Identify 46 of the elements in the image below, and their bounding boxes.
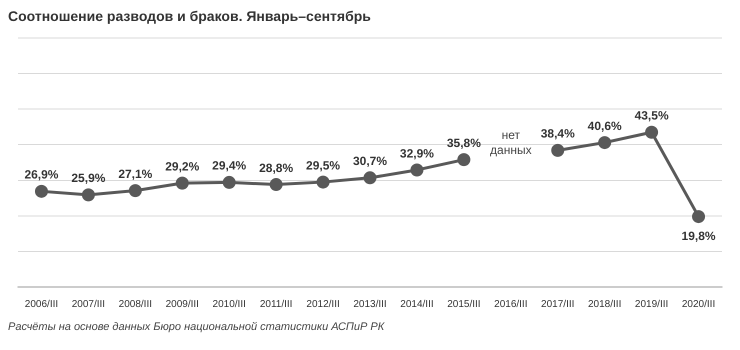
data-label: 40,6% xyxy=(588,118,622,133)
annotation: нет данных xyxy=(490,128,532,157)
point xyxy=(598,136,612,150)
data-label: 35,8% xyxy=(446,136,482,150)
point xyxy=(645,126,658,139)
data-label: 29,5% xyxy=(306,158,340,172)
x-tick-label: 2016/III xyxy=(494,298,528,310)
point xyxy=(34,184,48,198)
data-label: 29,4% xyxy=(212,158,247,173)
data-label: 38,4% xyxy=(540,126,576,141)
data-label: 32,9% xyxy=(400,146,434,160)
chart-title: Соотношение разводов и браков. Январь–сентябрь xyxy=(8,8,372,24)
x-tick-label: 2010/III xyxy=(212,298,246,310)
point xyxy=(222,176,236,189)
x-tick-label: 2012/III xyxy=(306,298,340,310)
point xyxy=(457,153,470,166)
data-label: 26,9% xyxy=(24,168,59,182)
x-tick-label: 2006/III xyxy=(24,298,58,310)
x-tick-label: 2014/III xyxy=(400,298,434,310)
data-label: 25,9% xyxy=(71,171,106,186)
data-label: 28,8% xyxy=(259,160,294,175)
data-label: 30,7% xyxy=(352,154,388,168)
point xyxy=(176,176,189,190)
data-label: 27,1% xyxy=(118,166,153,181)
x-tick-label: 2013/III xyxy=(353,298,387,310)
data-label: 43,5% xyxy=(634,108,669,123)
x-tick-label: 2007/III xyxy=(72,298,106,310)
x-tick-label: 2009/III xyxy=(166,298,199,310)
point xyxy=(316,176,330,189)
data-label: 29,2% xyxy=(165,159,200,174)
x-tick-label: 2017/III xyxy=(541,298,574,310)
x-tick-label: 2018/III xyxy=(588,298,622,310)
point xyxy=(364,171,376,184)
point xyxy=(82,188,95,202)
point xyxy=(270,178,283,192)
point xyxy=(410,163,424,176)
point xyxy=(692,210,706,224)
x-tick-label: 2015/III xyxy=(447,298,481,310)
point xyxy=(551,144,564,157)
x-tick-label: 2019/III xyxy=(634,298,668,310)
text: Расчёты на основе данных Бюро национальной статистики АСПиР РК xyxy=(8,321,386,333)
data-label: 19,8% xyxy=(682,228,716,243)
x-tick-label: 2011/III xyxy=(260,298,292,310)
x-tick-label: 2008/III xyxy=(118,298,152,310)
point xyxy=(128,184,142,198)
x-tick-label: 2020/III xyxy=(682,298,716,310)
